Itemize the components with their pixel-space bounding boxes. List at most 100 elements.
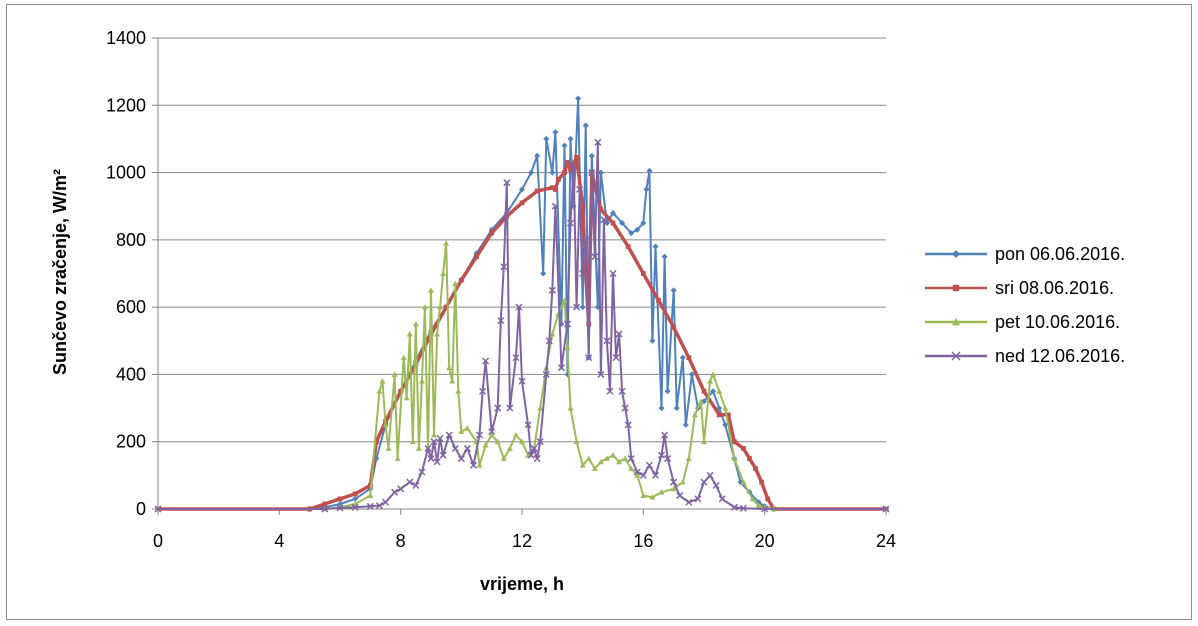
series-4	[154, 138, 890, 513]
legend-item-3: pet 10.06.2016.	[925, 312, 1120, 332]
data-point	[394, 455, 401, 461]
data-point	[612, 354, 620, 362]
legend-label: sri 08.06.2016.	[995, 278, 1114, 298]
data-point	[706, 471, 714, 479]
data-point	[575, 95, 582, 102]
data-point	[418, 378, 425, 384]
data-point	[503, 179, 511, 187]
data-point	[440, 270, 447, 276]
data-point	[352, 491, 358, 497]
data-point	[765, 496, 771, 502]
data-point	[710, 388, 717, 395]
data-point	[646, 167, 653, 174]
data-point	[628, 230, 635, 237]
data-point	[382, 421, 389, 428]
y-axis-title: Sunčevo zračenje, W/m²	[50, 169, 70, 375]
data-point	[533, 455, 541, 463]
data-point	[391, 488, 399, 496]
data-point	[658, 405, 665, 412]
legend-marker	[951, 351, 961, 361]
data-point	[588, 152, 595, 159]
data-point	[494, 404, 502, 412]
data-point	[403, 394, 410, 401]
x-tick-label: 4	[274, 531, 284, 551]
data-point	[154, 505, 162, 513]
data-point	[633, 468, 641, 476]
data-point	[649, 494, 656, 500]
data-point	[664, 388, 671, 395]
data-point	[443, 304, 449, 310]
data-point	[385, 445, 392, 451]
data-point	[585, 354, 593, 362]
data-point	[352, 495, 359, 502]
data-point	[494, 438, 501, 445]
data-point	[515, 303, 523, 311]
data-point	[464, 425, 471, 431]
data-point	[463, 444, 471, 452]
data-point	[661, 431, 669, 439]
data-point	[716, 388, 723, 394]
data-point	[656, 298, 661, 303]
data-point	[634, 472, 641, 478]
data-point	[549, 169, 556, 176]
data-point	[700, 478, 708, 486]
data-point	[755, 502, 762, 509]
data-point	[561, 142, 568, 149]
data-point	[549, 331, 556, 337]
data-point	[552, 186, 558, 192]
data-point	[661, 253, 668, 260]
legend-item-1: pon 06.06.2016.	[925, 244, 1125, 264]
data-point	[519, 186, 525, 193]
data-point	[588, 169, 596, 177]
data-point	[409, 438, 416, 445]
data-point	[664, 455, 672, 463]
data-point	[379, 378, 386, 384]
data-point	[366, 502, 374, 510]
data-point	[488, 428, 496, 436]
legend-label: ned 12.06.2016.	[995, 346, 1125, 366]
data-point	[549, 185, 555, 191]
legend-label: pon 06.06.2016.	[995, 244, 1125, 264]
data-point	[573, 303, 581, 311]
data-point	[489, 230, 495, 236]
data-point	[749, 495, 756, 502]
series-1	[155, 95, 889, 512]
data-point	[640, 271, 646, 276]
data-point	[537, 405, 544, 411]
data-point	[374, 439, 379, 445]
series-2	[155, 155, 889, 512]
data-point	[759, 479, 765, 485]
data-point	[497, 317, 505, 325]
y-tick-label: 0	[136, 499, 146, 519]
data-point	[430, 438, 438, 446]
data-point	[565, 160, 570, 165]
data-point	[694, 495, 702, 503]
data-point	[603, 455, 610, 461]
legend: pon 06.06.2016. sri 08.06.2016. pet 10.06.…	[925, 244, 1125, 366]
data-point	[412, 320, 419, 327]
data-point	[618, 387, 626, 395]
data-point	[597, 169, 604, 176]
data-point	[658, 489, 665, 495]
data-point	[622, 455, 629, 461]
data-point	[449, 378, 456, 384]
data-point	[557, 364, 565, 372]
data-point	[446, 364, 453, 371]
data-point	[412, 481, 420, 489]
data-point	[710, 371, 717, 377]
data-point	[722, 405, 729, 411]
data-point	[556, 176, 561, 182]
data-point	[534, 152, 541, 159]
data-point	[567, 219, 575, 227]
x-tick-label: 0	[153, 531, 163, 551]
data-point	[701, 388, 707, 394]
data-point	[606, 387, 614, 395]
data-point	[415, 445, 422, 451]
data-point	[476, 462, 483, 468]
data-point	[582, 236, 590, 244]
legend-marker	[952, 250, 960, 258]
data-point	[437, 304, 444, 310]
series-3	[155, 240, 889, 512]
data-point	[479, 387, 487, 395]
data-point	[603, 337, 611, 345]
